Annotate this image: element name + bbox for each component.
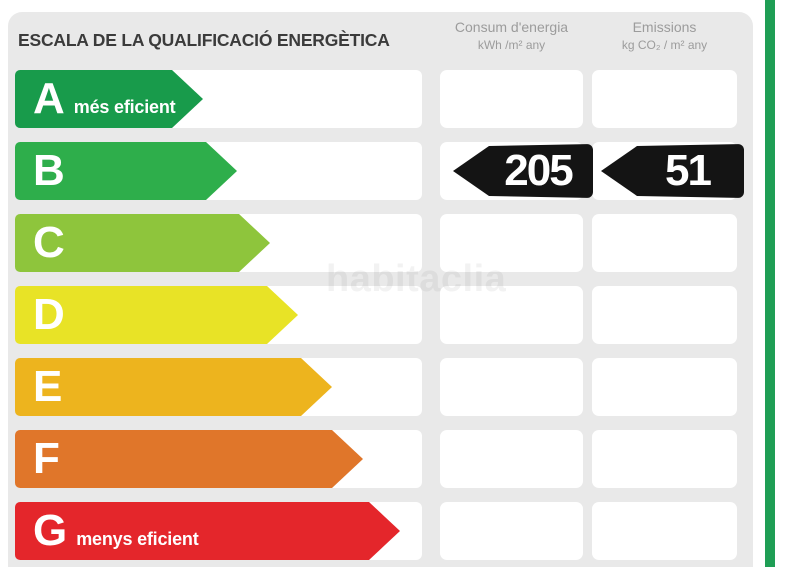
rating-row-f: F (8, 430, 753, 488)
emissions-cell-f (592, 430, 737, 488)
consumption-header-label: Consum d'energia (454, 19, 569, 35)
page-title: ESCALA DE LA QUALIFICACIÓ ENERGÈTICA (18, 30, 390, 50)
rating-row-e: E (8, 358, 753, 416)
rating-row-d: D (8, 286, 753, 344)
consumption-header-unit: kWh /m² any (477, 38, 546, 53)
rating-row-c: C (8, 214, 753, 272)
rating-arrow-c: C (15, 214, 270, 272)
grade-letter-c: C (33, 218, 64, 267)
emissions-header-unit: kg CO₂ / m² any (621, 38, 708, 53)
rating-arrow-g: G menys eficient (15, 502, 400, 560)
emissions-cell-c (592, 214, 737, 272)
rating-arrow-b: B (15, 142, 237, 200)
rating-arrow-e: E (15, 358, 332, 416)
grade-sublabel-a: més eficient (73, 97, 176, 117)
consumption-cell-e (440, 358, 583, 416)
consumption-cell-c (440, 214, 583, 272)
page-accent-bar (765, 0, 775, 567)
rating-arrow-f: F (15, 430, 363, 488)
emissions-cell-g (592, 502, 737, 560)
rating-arrow-d: D (15, 286, 298, 344)
rating-row-b: B 205 51 (8, 142, 753, 200)
consumption-cell-a (440, 70, 583, 128)
consumption-cell-g (440, 502, 583, 560)
grade-letter-d: D (33, 290, 64, 339)
column-header-consumption: Consum d'energia kWh /m² any (440, 17, 583, 55)
consumption-cell-d (440, 286, 583, 344)
grade-sublabel-g: menys eficient (76, 529, 199, 549)
grade-letter-f: F (33, 434, 59, 483)
emissions-header-label: Emissions (632, 19, 697, 35)
emissions-cell-d (592, 286, 737, 344)
rating-row-a: A més eficient (8, 70, 753, 128)
consumption-cell-f (440, 430, 583, 488)
grade-letter-e: E (33, 362, 62, 411)
emissions-cell-e (592, 358, 737, 416)
rating-row-g: G menys eficient (8, 502, 753, 560)
grade-letter-b: B (33, 146, 64, 195)
emissions-cell-a (592, 70, 737, 128)
certificate-panel: ESCALA DE LA QUALIFICACIÓ ENERGÈTICA Con… (8, 12, 753, 567)
column-header-emissions: Emissions kg CO₂ / m² any (592, 17, 737, 55)
rating-arrow-a: A més eficient (15, 70, 203, 128)
grade-letter-a: A (33, 74, 64, 123)
grade-letter-g: G (33, 506, 67, 555)
